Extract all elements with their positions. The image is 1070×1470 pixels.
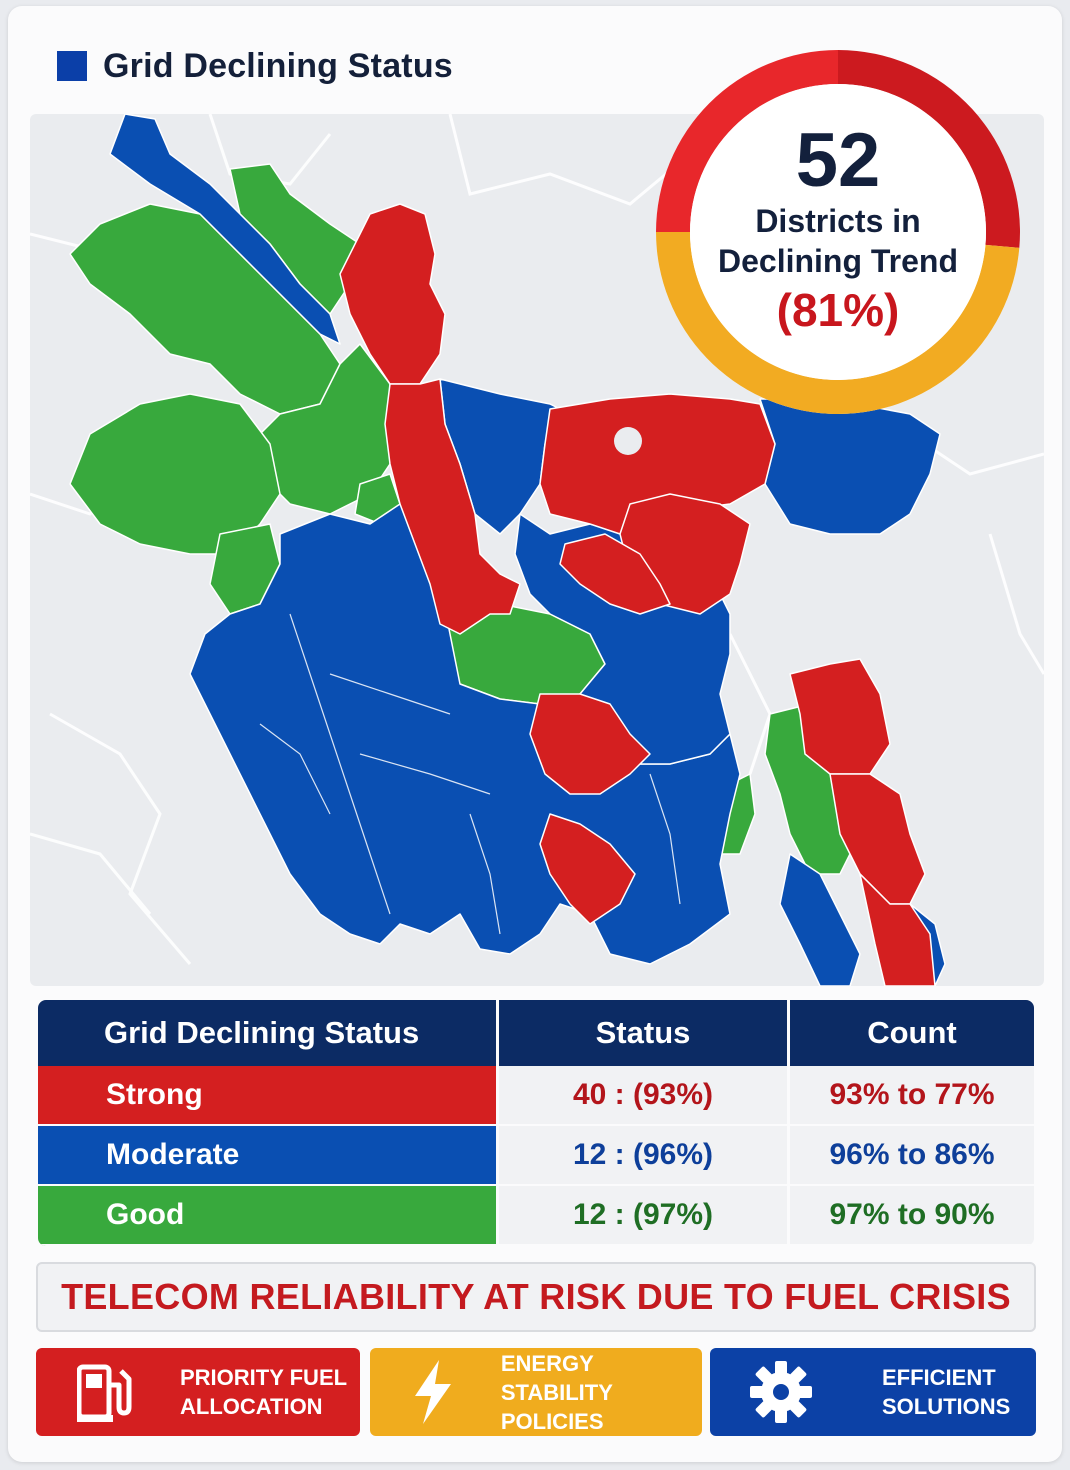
- district-moderate: [779, 853, 861, 986]
- energy-stability-policies-card: ENERGY STABILITY POLICIES: [370, 1348, 702, 1436]
- alert-banner: TELECOM RELIABILITY AT RISK DUE TO FUEL …: [36, 1262, 1036, 1332]
- declining-trend-gauge: 52 Districts in Declining Trend (81%): [654, 48, 1022, 416]
- district-strong: [539, 813, 636, 925]
- page-title: Grid Declining Status: [103, 46, 453, 85]
- table-row: Good 12 : (97%) 97% to 90%: [38, 1186, 1034, 1246]
- title-square-icon: [57, 51, 87, 81]
- table-header: Count: [790, 1000, 1034, 1066]
- count-value: 93% to 77%: [790, 1066, 1034, 1126]
- action-label-line2: ALLOCATION: [180, 1394, 323, 1419]
- priority-fuel-allocation-card: PRIORITY FUEL ALLOCATION: [36, 1348, 360, 1436]
- table-row: Strong 40 : (93%) 93% to 77%: [38, 1066, 1034, 1126]
- district-moderate: [109, 114, 341, 345]
- status-value: 12 : (96%): [499, 1126, 790, 1186]
- gauge-ring-segment-red: [656, 50, 838, 232]
- table-header: Grid Declining Status: [38, 1000, 499, 1066]
- table-header: Status: [499, 1000, 790, 1066]
- declining-district-count: 52: [795, 118, 881, 203]
- action-label-line1: PRIORITY FUEL: [180, 1365, 348, 1390]
- declining-percent: (81%): [776, 284, 900, 336]
- district-strong: [859, 873, 936, 986]
- gauge-label-line1: Districts in: [755, 203, 921, 239]
- district-strong: [559, 533, 671, 615]
- status-name: Strong: [38, 1066, 499, 1126]
- gauge-center: 52 Districts in Declining Trend (81%): [690, 84, 986, 380]
- district-strong: [339, 203, 446, 385]
- lightning-bolt-icon: [400, 1357, 467, 1427]
- district-good: [69, 393, 281, 555]
- action-label-line1: ENERGY STABILITY: [500, 1350, 613, 1405]
- district-strong: [789, 658, 891, 775]
- district-strong: [829, 773, 926, 905]
- action-label-line1: EFFICIENT: [882, 1365, 996, 1390]
- district-boundaries: [259, 613, 681, 935]
- status-value: 40 : (93%): [499, 1066, 790, 1126]
- map-lake: [614, 427, 642, 455]
- fuel-pump-icon: [70, 1357, 140, 1427]
- action-label-line2: SOLUTIONS: [882, 1394, 1011, 1419]
- gear-icon: [746, 1357, 816, 1427]
- status-table: Grid Declining Status Status Count Stron…: [38, 1000, 1034, 1246]
- district-strong: [529, 693, 651, 795]
- district-moderate: [759, 398, 941, 535]
- count-value: 97% to 90%: [790, 1186, 1034, 1246]
- status-name: Good: [38, 1186, 499, 1246]
- header: Grid Declining Status: [57, 46, 453, 86]
- count-value: 96% to 86%: [790, 1126, 1034, 1186]
- table-header-row: Grid Declining Status Status Count: [38, 1000, 1034, 1066]
- status-name: Moderate: [38, 1126, 499, 1186]
- efficient-solutions-card: EFFICIENT SOLUTIONS: [710, 1348, 1036, 1436]
- gauge-ring-segment-darkred: [838, 50, 1020, 248]
- table-row: Moderate 12 : (96%) 96% to 86%: [38, 1126, 1034, 1186]
- gauge-ring-segment-yellow: [656, 232, 1020, 415]
- status-value: 12 : (97%): [499, 1186, 790, 1246]
- action-label-line2: POLICIES: [500, 1408, 604, 1434]
- district-strong: [384, 378, 521, 635]
- gauge-label-line2: Declining Trend: [717, 243, 959, 279]
- map-svg: [30, 114, 1044, 986]
